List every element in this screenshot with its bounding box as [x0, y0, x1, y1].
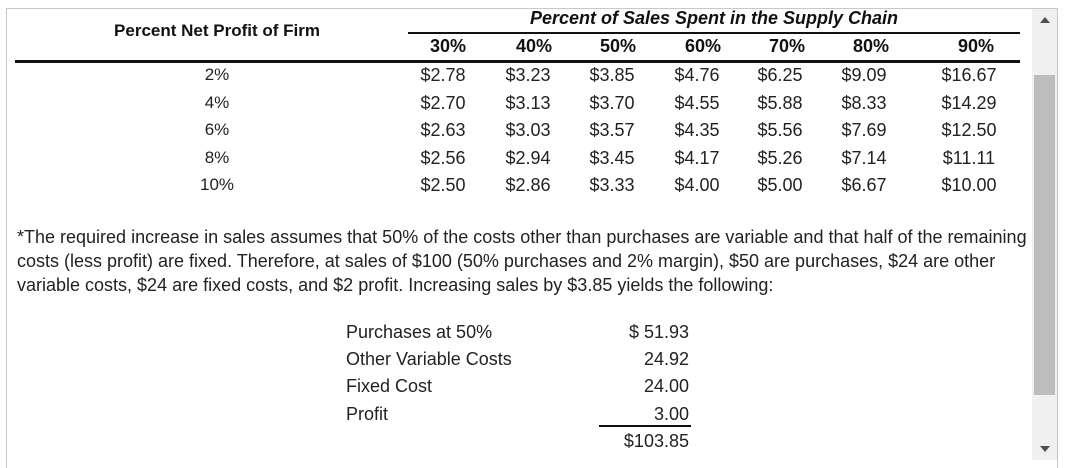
table-cell: $3.57	[589, 120, 635, 140]
summary-value: 24.00	[643, 376, 689, 396]
summary-value: 24.92	[643, 349, 689, 369]
table-cell: $7.14	[841, 148, 887, 168]
table-cell: $3.85	[589, 65, 635, 85]
summary-value: $ 51.93	[628, 322, 689, 342]
arrow-down-icon	[1039, 446, 1050, 452]
table-cell: $9.09	[841, 65, 887, 85]
table-cell: $2.86	[505, 175, 551, 195]
summary-label: Purchases at 50%	[346, 322, 493, 342]
footnote-paragraph: *The required increase in sales assumes …	[17, 227, 1027, 295]
table-cell: $2.94	[505, 148, 551, 168]
row-header-title: Percent Net Profit of Firm	[114, 21, 320, 40]
column-header: 40%	[515, 36, 553, 56]
table-cell: $4.55	[674, 93, 720, 113]
scrollable-content: Percent Net Profit of Firm Percent of Sa…	[7, 9, 1032, 460]
table-cell: $14.29	[941, 93, 997, 113]
row-label: 2%	[204, 65, 230, 84]
row-label: 10%	[199, 175, 235, 194]
row-label: 4%	[204, 93, 230, 112]
arrow-up-icon	[1039, 17, 1050, 23]
scrollbar-thumb[interactable]	[1034, 75, 1055, 395]
table-cell: $2.63	[420, 120, 466, 140]
table-cell: $10.00	[941, 175, 997, 195]
column-header: 50%	[599, 36, 637, 56]
table-cell: $5.26	[757, 148, 803, 168]
summary-value: 3.00	[653, 404, 689, 424]
table-cell: $3.70	[589, 93, 635, 113]
summary-total: $103.85	[623, 431, 689, 451]
table-header-rule	[15, 60, 1020, 63]
table-cell: $6.25	[757, 65, 803, 85]
table-cell: $5.00	[757, 175, 803, 195]
summary-label: Fixed Cost	[346, 376, 433, 396]
header-divider	[408, 32, 1020, 34]
summary-label: Other Variable Costs	[346, 349, 512, 369]
column-header: 80%	[852, 36, 890, 56]
table-cell: $4.76	[674, 65, 720, 85]
column-header: 30%	[429, 36, 467, 56]
table-cell: $4.35	[674, 120, 720, 140]
summary-label: Profit	[346, 404, 389, 424]
table-cell: $3.03	[505, 120, 551, 140]
table-cell: $2.50	[420, 175, 466, 195]
table-cell: $6.67	[841, 175, 887, 195]
table-cell: $16.67	[941, 65, 997, 85]
column-header: 60%	[684, 36, 722, 56]
column-header: 90%	[957, 36, 995, 56]
table-cell: $4.00	[674, 175, 720, 195]
column-group-title: Percent of Sales Spent in the Supply Cha…	[529, 9, 899, 28]
table-cell: $3.23	[505, 65, 551, 85]
table-cell: $5.88	[757, 93, 803, 113]
vertical-scrollbar[interactable]	[1032, 9, 1057, 460]
table-cell: $3.33	[589, 175, 635, 195]
column-header: 70%	[768, 36, 806, 56]
total-rule	[599, 425, 691, 427]
content-frame	[6, 8, 1058, 468]
table-cell: $3.45	[589, 148, 635, 168]
scroll-up-button[interactable]	[1032, 9, 1057, 31]
table-cell: $11.11	[942, 148, 996, 168]
table-cell: $4.17	[674, 148, 720, 168]
row-label: 6%	[204, 120, 230, 139]
scroll-down-button[interactable]	[1032, 438, 1057, 460]
table-cell: $2.78	[420, 65, 466, 85]
table-cell: $12.50	[941, 120, 997, 140]
table-cell: $2.70	[420, 93, 466, 113]
row-label: 8%	[204, 148, 230, 167]
table-cell: $7.69	[841, 120, 887, 140]
table-cell: $3.13	[505, 93, 551, 113]
table-cell: $5.56	[757, 120, 803, 140]
table-cell: $8.33	[841, 93, 887, 113]
table-cell: $2.56	[420, 148, 466, 168]
